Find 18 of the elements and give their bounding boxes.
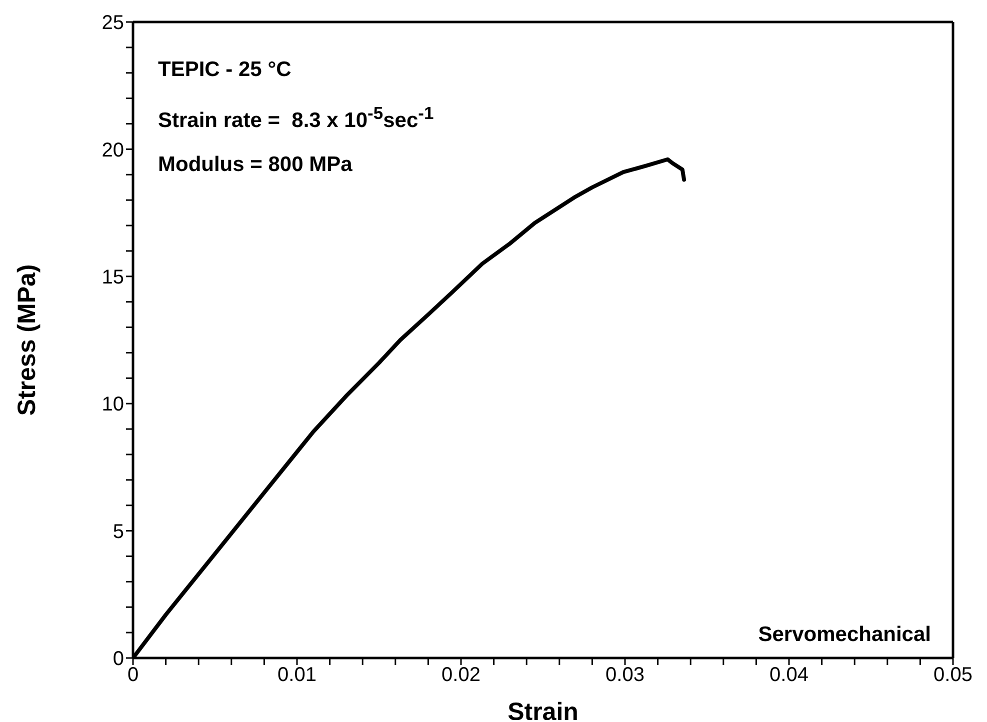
y-axis-title: Stress (MPa) <box>12 264 41 416</box>
annotation: Servomechanical <box>758 623 931 647</box>
y-tick-label: 0 <box>112 648 124 670</box>
x-tick-label: 0.01 <box>278 664 316 686</box>
x-tick-label: 0 <box>127 664 139 686</box>
x-tick-label: 0.02 <box>442 664 480 686</box>
x-tick-label: 0.04 <box>770 664 808 686</box>
x-axis-title: Strain <box>508 698 578 722</box>
x-tick-label: 0.03 <box>606 664 644 686</box>
y-tick-label: 15 <box>102 266 124 288</box>
annotation: Modulus = 800 MPa <box>158 153 352 177</box>
y-tick-label: 5 <box>112 520 124 543</box>
y-tick-label: 10 <box>102 394 124 416</box>
x-tick-label: 0.05 <box>934 664 972 686</box>
annotation: TEPIC - 25 °C <box>158 58 292 82</box>
annotation: Strain rate = 8.3 x 10$^{-5}$sec$^{-1}$ <box>158 103 434 133</box>
y-tick-label: 20 <box>102 139 124 162</box>
y-tick-label: 25 <box>102 12 124 34</box>
